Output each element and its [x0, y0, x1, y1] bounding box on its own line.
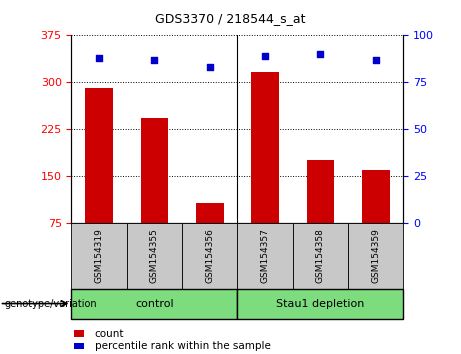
Bar: [196, 203, 224, 223]
Bar: [127, 223, 182, 289]
Bar: [237, 223, 293, 289]
Bar: [348, 223, 403, 289]
Text: GSM154359: GSM154359: [371, 228, 380, 283]
Text: GSM154357: GSM154357: [260, 228, 270, 283]
Text: GSM154319: GSM154319: [95, 228, 104, 283]
Point: [151, 57, 158, 63]
Text: genotype/variation: genotype/variation: [5, 298, 97, 309]
Point: [372, 57, 379, 63]
Text: Stau1 depletion: Stau1 depletion: [276, 298, 365, 309]
Text: percentile rank within the sample: percentile rank within the sample: [95, 341, 271, 351]
Bar: [362, 170, 390, 223]
Text: GSM154355: GSM154355: [150, 228, 159, 283]
Text: GSM154356: GSM154356: [205, 228, 214, 283]
Bar: [85, 88, 113, 223]
Bar: [237, 289, 403, 319]
Bar: [71, 223, 127, 289]
Point: [95, 55, 103, 61]
Bar: [182, 223, 237, 289]
Text: count: count: [95, 329, 124, 339]
Text: control: control: [135, 298, 174, 309]
Bar: [141, 118, 168, 223]
Text: GDS3370 / 218544_s_at: GDS3370 / 218544_s_at: [155, 12, 306, 25]
Bar: [251, 72, 279, 223]
Bar: [293, 223, 348, 289]
Point: [317, 51, 324, 57]
Point: [261, 53, 269, 59]
Point: [206, 64, 213, 70]
Bar: [71, 289, 237, 319]
Text: GSM154358: GSM154358: [316, 228, 325, 283]
Bar: [307, 160, 334, 223]
